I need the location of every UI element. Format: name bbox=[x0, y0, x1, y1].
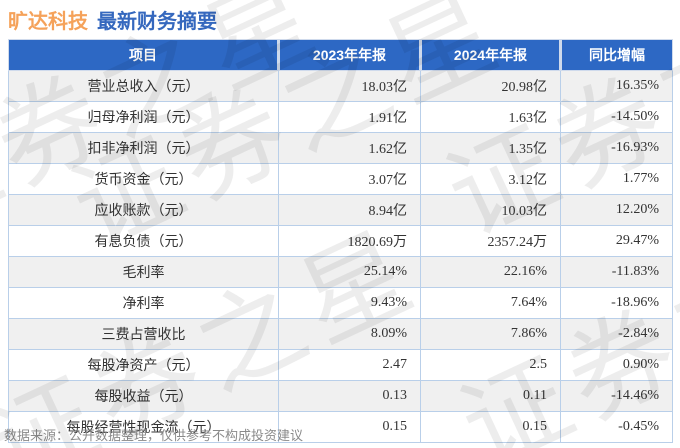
cell-yoy: -2.84% bbox=[560, 318, 673, 350]
cell-yoy: -18.96% bbox=[560, 287, 673, 319]
header-cell-yoy: 同比增幅 bbox=[559, 39, 673, 71]
cell-2024: 0.15 bbox=[420, 411, 561, 443]
cell-item: 每股净资产（元） bbox=[8, 349, 279, 381]
cell-2023: 2.47 bbox=[278, 349, 421, 381]
cell-2023: 1.91亿 bbox=[278, 101, 421, 133]
cell-item: 每股收益（元） bbox=[8, 380, 279, 412]
footer-note: 数据来源：公开数据整理，仅供参考不构成投资建议 bbox=[4, 428, 304, 443]
table-row: 归母净利润（元） 1.91亿 1.63亿 -14.50% bbox=[8, 101, 673, 133]
financial-summary-table: 项目 2023年年报 2024年年报 同比增幅 营业总收入（元） 18.03亿 20… bbox=[8, 39, 673, 443]
cell-yoy: -14.50% bbox=[560, 101, 673, 133]
cell-yoy: -16.93% bbox=[560, 132, 673, 164]
table-row: 有息负债（元） 1820.69万 2357.24万 29.47% bbox=[8, 225, 673, 257]
table-header-row: 项目 2023年年报 2024年年报 同比增幅 bbox=[8, 39, 673, 71]
cell-2024: 2.5 bbox=[420, 349, 561, 381]
cell-2023: 0.13 bbox=[278, 380, 421, 412]
cell-item: 有息负债（元） bbox=[8, 225, 279, 257]
report-title: 最新财务摘要 bbox=[97, 11, 217, 33]
table-row: 应收账款（元） 8.94亿 10.03亿 12.20% bbox=[8, 194, 673, 226]
cell-item: 货币资金（元） bbox=[8, 163, 279, 195]
cell-2024: 7.64% bbox=[420, 287, 561, 319]
table-row: 营业总收入（元） 18.03亿 20.98亿 16.35% bbox=[8, 70, 673, 102]
table-row: 每股收益（元） 0.13 0.11 -14.46% bbox=[8, 380, 673, 412]
company-name: 旷达科技 bbox=[8, 11, 88, 33]
cell-yoy: 29.47% bbox=[560, 225, 673, 257]
cell-2023: 8.94亿 bbox=[278, 194, 421, 226]
cell-2023: 1820.69万 bbox=[278, 225, 421, 257]
cell-2024: 10.03亿 bbox=[420, 194, 561, 226]
cell-item: 净利率 bbox=[8, 287, 279, 319]
cell-item: 每股经营性现金流（元） bbox=[8, 411, 279, 443]
cell-2024: 2357.24万 bbox=[420, 225, 561, 257]
table-row: 净利率 9.43% 7.64% -18.96% bbox=[8, 287, 673, 319]
cell-2023: 3.07亿 bbox=[278, 163, 421, 195]
cell-item: 三费占营收比 bbox=[8, 318, 279, 350]
cell-yoy: 16.35% bbox=[560, 70, 673, 102]
table-row: 三费占营收比 8.09% 7.86% -2.84% bbox=[8, 318, 673, 350]
cell-yoy: -0.45% bbox=[560, 411, 673, 443]
header-cell-2023: 2023年年报 bbox=[277, 39, 421, 71]
table-row: 货币资金（元） 3.07亿 3.12亿 1.77% bbox=[8, 163, 673, 195]
cell-2023: 9.43% bbox=[278, 287, 421, 319]
page-title: 旷达科技 最新财务摘要 bbox=[8, 5, 217, 34]
cell-2023: 18.03亿 bbox=[278, 70, 421, 102]
cell-item: 扣非净利润（元） bbox=[8, 132, 279, 164]
cell-item: 应收账款（元） bbox=[8, 194, 279, 226]
cell-yoy: 12.20% bbox=[560, 194, 673, 226]
cell-2023: 8.09% bbox=[278, 318, 421, 350]
cell-2024: 0.11 bbox=[420, 380, 561, 412]
header-cell-2024: 2024年年报 bbox=[419, 39, 561, 71]
table-row: 扣非净利润（元） 1.62亿 1.35亿 -16.93% bbox=[8, 132, 673, 164]
cell-2024: 22.16% bbox=[420, 256, 561, 288]
table-row: 每股净资产（元） 2.47 2.5 0.90% bbox=[8, 349, 673, 381]
cell-item: 毛利率 bbox=[8, 256, 279, 288]
table-body: 营业总收入（元） 18.03亿 20.98亿 16.35% 归母净利润（元） 1.91亿 1… bbox=[8, 70, 673, 443]
cell-yoy: 1.77% bbox=[560, 163, 673, 195]
cell-2024: 20.98亿 bbox=[420, 70, 561, 102]
cell-2024: 7.86% bbox=[420, 318, 561, 350]
cell-yoy: -11.83% bbox=[560, 256, 673, 288]
table-row: 毛利率 25.14% 22.16% -11.83% bbox=[8, 256, 673, 288]
cell-2023: 1.62亿 bbox=[278, 132, 421, 164]
cell-yoy: 0.90% bbox=[560, 349, 673, 381]
cell-2024: 1.63亿 bbox=[420, 101, 561, 133]
cell-item: 营业总收入（元） bbox=[8, 70, 279, 102]
cell-2024: 3.12亿 bbox=[420, 163, 561, 195]
cell-2023: 25.14% bbox=[278, 256, 421, 288]
header-cell-item: 项目 bbox=[8, 39, 279, 71]
cell-2024: 1.35亿 bbox=[420, 132, 561, 164]
table-row: 每股经营性现金流（元） 0.15 0.15 -0.45% bbox=[8, 411, 673, 443]
cell-item: 归母净利润（元） bbox=[8, 101, 279, 133]
cell-yoy: -14.46% bbox=[560, 380, 673, 412]
